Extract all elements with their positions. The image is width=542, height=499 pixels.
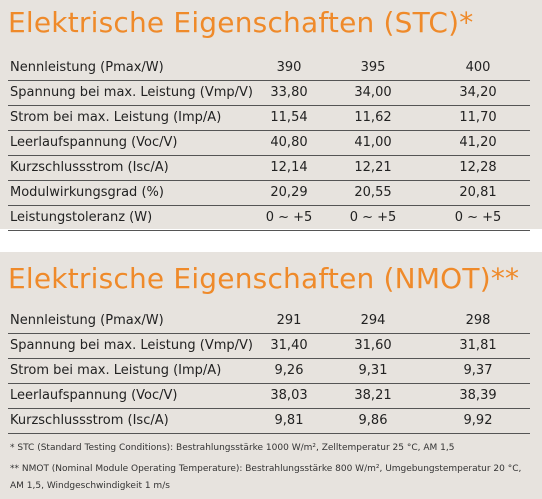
cell-value: 9,26 <box>274 363 304 378</box>
stc-section: Elektrische Eigenschaften (STC)* Nennlei… <box>0 0 542 231</box>
cell-value: 31,81 <box>459 338 497 353</box>
cell-value: 0 ~ +5 <box>265 210 313 225</box>
cell-value: 41,00 <box>354 135 392 150</box>
cell-value: 33,80 <box>270 85 308 100</box>
table-row: Nennleistung (Pmax/W) 390 395 400 <box>8 56 530 81</box>
cell-value: 0 ~ +5 <box>454 210 502 225</box>
stc-table: Nennleistung (Pmax/W) 390 395 400 Spannung b… <box>8 56 530 231</box>
cell-value: 11,70 <box>459 110 497 125</box>
table-row: Modulwirkungsgrad (%) 20,29 20,55 20,81 <box>8 181 530 206</box>
cell-value: 9,92 <box>463 413 493 428</box>
row-label: Spannung bei max. Leistung (Vmp/V) <box>10 338 253 353</box>
cell-value: 0 ~ +5 <box>349 210 397 225</box>
cell-value: 40,80 <box>270 135 308 150</box>
row-label: Modulwirkungsgrad (%) <box>10 185 164 200</box>
cell-value: 400 <box>465 60 491 75</box>
cell-value: 298 <box>465 313 491 328</box>
table-row: Strom bei max. Leistung (Imp/A) 11,54 11,6… <box>8 106 530 131</box>
cell-value: 390 <box>276 60 302 75</box>
table-row: Spannung bei max. Leistung (Vmp/V) 31,40 3… <box>8 334 530 359</box>
cell-value: 12,21 <box>354 160 392 175</box>
table-row: Kurzschlussstrom (Isc/A) 9,81 9,86 9,92 <box>8 409 530 434</box>
cell-value: 9,31 <box>358 363 388 378</box>
footnote: ** NMOT (Nominal Module Operating Temper… <box>10 464 522 491</box>
row-label: Leerlaufspannung (Voc/V) <box>10 135 178 150</box>
cell-value: 291 <box>276 313 302 328</box>
row-label: Strom bei max. Leistung (Imp/A) <box>10 363 222 378</box>
table-row: Leerlaufspannung (Voc/V) 40,80 41,00 41,20 <box>8 131 530 156</box>
cell-value: 9,81 <box>274 413 304 428</box>
cell-value: 20,81 <box>459 185 497 200</box>
row-label: Leistungstoleranz (W) <box>10 210 153 225</box>
cell-value: 41,20 <box>459 135 497 150</box>
cell-value: 38,21 <box>354 388 392 403</box>
table-row: Leerlaufspannung (Voc/V) 38,03 38,21 38,39 <box>8 384 530 409</box>
cell-value: 20,55 <box>354 185 392 200</box>
nmot-section: Elektrische Eigenschaften (NMOT)** Nennl… <box>0 252 542 499</box>
cell-value: 38,39 <box>459 388 497 403</box>
cell-value: 294 <box>360 313 386 328</box>
cell-value: 12,14 <box>270 160 308 175</box>
row-label: Strom bei max. Leistung (Imp/A) <box>10 110 222 125</box>
footnotes: * STC (Standard Testing Conditions): Bes… <box>10 440 535 499</box>
section-title: Elektrische Eigenschaften (NMOT)** <box>8 262 520 295</box>
cell-value: 9,37 <box>463 363 493 378</box>
table-row: Strom bei max. Leistung (Imp/A) 9,26 9,31 9… <box>8 359 530 384</box>
cell-value: 38,03 <box>270 388 308 403</box>
row-label: Spannung bei max. Leistung (Vmp/V) <box>10 85 253 100</box>
table-row: Leistungstoleranz (W) 0 ~ +5 0 ~ +5 0 ~ +5 <box>8 206 530 231</box>
row-label: Kurzschlussstrom (Isc/A) <box>10 413 169 428</box>
nmot-table: Nennleistung (Pmax/W) 291 294 298 Spannung b… <box>8 309 530 434</box>
cell-value: 31,40 <box>270 338 308 353</box>
cell-value: 11,62 <box>354 110 392 125</box>
row-label: Leerlaufspannung (Voc/V) <box>10 388 178 403</box>
footnote: * STC (Standard Testing Conditions): Bes… <box>10 443 455 453</box>
cell-value: 31,60 <box>354 338 392 353</box>
cell-value: 395 <box>360 60 386 75</box>
section-title: Elektrische Eigenschaften (STC)* <box>8 6 474 39</box>
cell-value: 12,28 <box>459 160 497 175</box>
cell-value: 34,20 <box>459 85 497 100</box>
table-row: Nennleistung (Pmax/W) 291 294 298 <box>8 309 530 334</box>
row-label: Kurzschlussstrom (Isc/A) <box>10 160 169 175</box>
cell-value: 20,29 <box>270 185 308 200</box>
cell-value: 34,00 <box>354 85 392 100</box>
cell-value: 9,86 <box>358 413 388 428</box>
table-row: Spannung bei max. Leistung (Vmp/V) 33,80 3… <box>8 81 530 106</box>
row-label: Nennleistung (Pmax/W) <box>10 60 164 75</box>
table-row: Kurzschlussstrom (Isc/A) 12,14 12,21 12,28 <box>8 156 530 181</box>
cell-value: 11,54 <box>270 110 308 125</box>
row-label: Nennleistung (Pmax/W) <box>10 313 164 328</box>
